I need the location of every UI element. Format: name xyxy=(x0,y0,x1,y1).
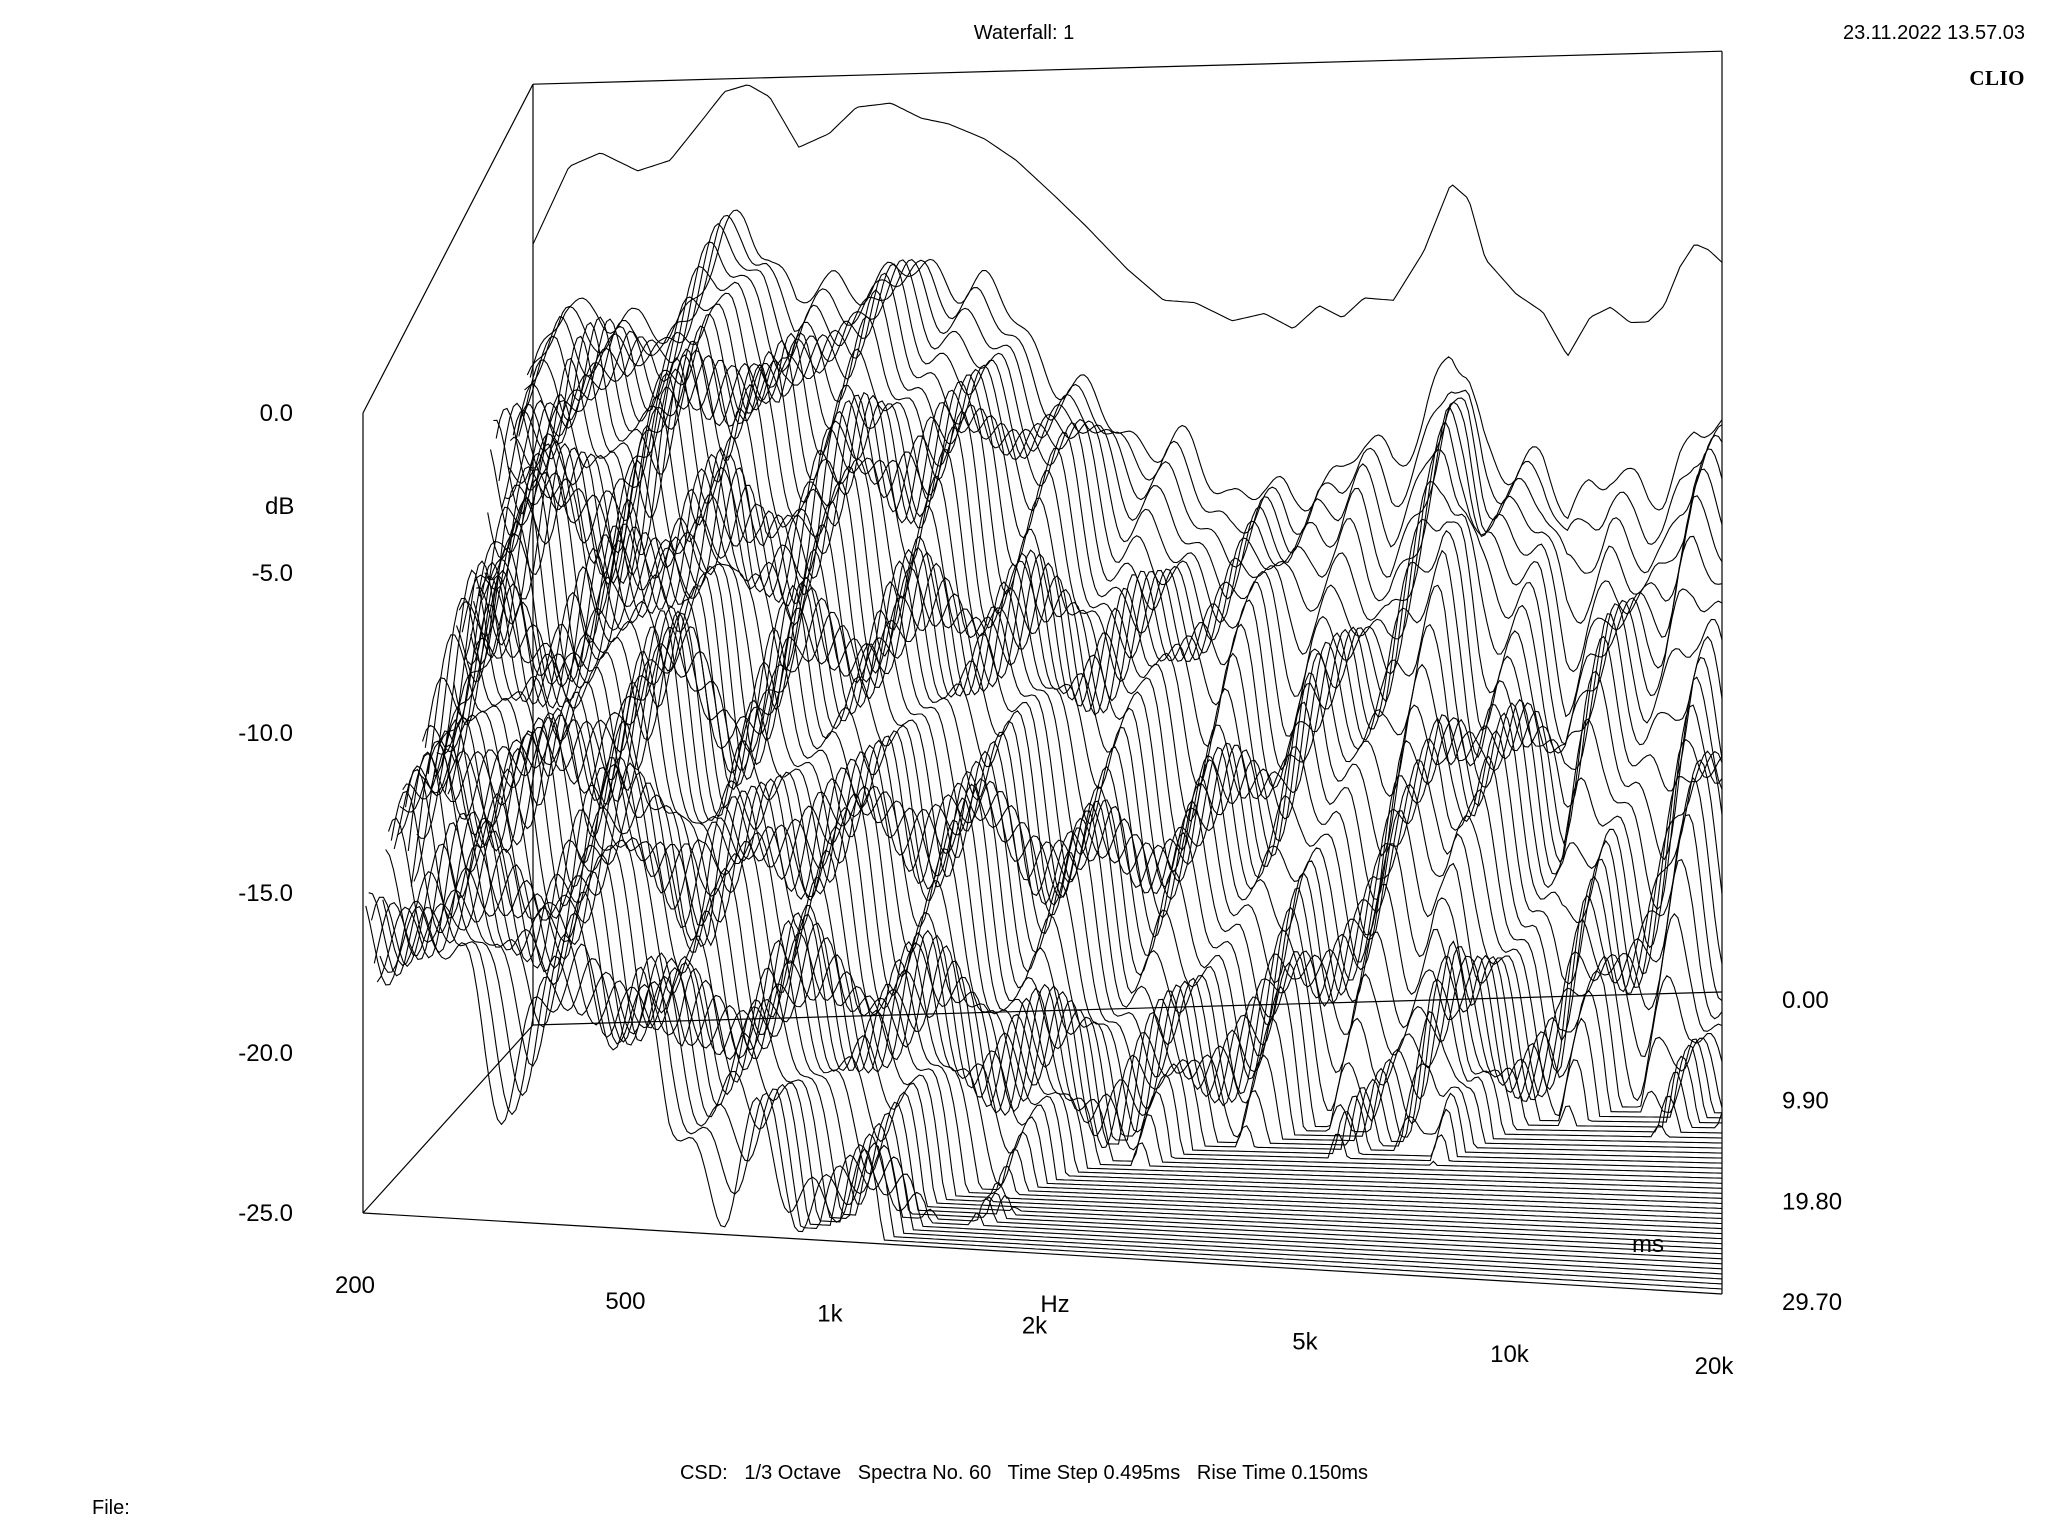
csd-mode: CSD: xyxy=(679,1462,728,1484)
spectrum-line xyxy=(404,747,1723,1220)
x-tick-label: 1k xyxy=(817,1300,843,1327)
spectrum-line xyxy=(529,209,1723,520)
spectrum-line xyxy=(424,626,1723,1184)
spectrum-line xyxy=(407,730,1723,1215)
y-tick-label: -10.0 xyxy=(238,720,293,747)
spectrum-line xyxy=(501,335,1723,808)
y-tick-label: 0.0 xyxy=(260,400,293,427)
spectrum-line xyxy=(379,810,1723,1265)
spectrum-line xyxy=(484,372,1723,994)
z-tick-label: 9.90 xyxy=(1782,1088,1829,1115)
spectrum-line xyxy=(393,768,1723,1240)
spectrum-line xyxy=(524,222,1723,574)
y-axis-label: dB xyxy=(265,493,294,520)
x-tick-label: 200 xyxy=(335,1272,375,1299)
x-axis-ticks: 200 500 1k 2k 5k 10k 20k xyxy=(335,1272,1734,1380)
spectrum-line xyxy=(476,452,1723,1091)
frame-back-bottom xyxy=(532,991,1723,1026)
x-tick-label: 500 xyxy=(605,1288,645,1315)
x-tick-label: 5k xyxy=(1292,1329,1318,1356)
spectrum-line xyxy=(399,741,1723,1230)
spectrum-line xyxy=(515,272,1723,718)
spectrum-line xyxy=(402,744,1723,1225)
spectrum-line xyxy=(368,871,1723,1285)
rise-time: Rise Time 0.150ms xyxy=(1196,1462,1369,1484)
spectrum-line xyxy=(498,350,1723,861)
z-tick-label: 29.70 xyxy=(1782,1289,1842,1316)
frame-front-bottom xyxy=(362,1212,1723,1295)
spectrum-line xyxy=(427,609,1723,1179)
spectrum-line xyxy=(438,561,1723,1159)
y-tick-label: -20.0 xyxy=(238,1040,293,1067)
clio-brand-logo: CLIO xyxy=(1969,66,2025,90)
y-tick-label: -25.0 xyxy=(238,1200,293,1227)
spectrum-line xyxy=(470,447,1723,1102)
frame-left-bottom xyxy=(362,1024,534,1214)
spectrum-line xyxy=(413,712,1723,1204)
spectrum-line xyxy=(382,817,1723,1260)
measurement-settings: CSD: 1/3 Octave Spectra No. 60 Time Step… xyxy=(0,1462,2048,1485)
spectrum-line xyxy=(450,547,1723,1139)
spectrum-line xyxy=(521,241,1723,624)
spectrum-line xyxy=(481,395,1723,1043)
spectra-count: Spectra No. 60 xyxy=(857,1462,992,1484)
frame-left-top xyxy=(362,83,534,414)
frame-back-top xyxy=(532,50,1723,85)
chart-title: Waterfall: 1 xyxy=(973,22,1075,44)
spectrum-line xyxy=(467,453,1723,1108)
x-axis-label: Hz xyxy=(1040,1291,1069,1318)
spectrum-line xyxy=(504,321,1723,771)
spectrum-line xyxy=(421,650,1723,1189)
spectrum-line xyxy=(385,830,1723,1255)
spectrum-line xyxy=(532,84,1723,357)
z-axis-ticks: 0.00 9.90 19.80 29.70 xyxy=(1782,987,1842,1316)
spectrum-line xyxy=(441,569,1723,1154)
spectrum-line xyxy=(493,349,1723,949)
spectra-curves xyxy=(365,84,1723,1290)
spectrum-line xyxy=(376,812,1723,1270)
spectrum-line xyxy=(455,525,1723,1129)
x-tick-label: 2k xyxy=(1022,1313,1048,1340)
spectrum-line xyxy=(518,263,1723,673)
y-tick-label: -5.0 xyxy=(252,560,293,587)
y-tick-label: -15.0 xyxy=(238,880,293,907)
time-step: Time Step 0.495ms xyxy=(1007,1462,1181,1484)
measurement-datetime: 23.11.2022 13.57.03 xyxy=(1842,22,2025,44)
z-tick-label: 0.00 xyxy=(1782,987,1829,1014)
spectrum-line xyxy=(396,752,1723,1235)
spectrum-line xyxy=(416,714,1723,1199)
spectrum-line xyxy=(365,900,1723,1290)
spectrum-line xyxy=(478,424,1723,1074)
z-axis-label: ms xyxy=(1632,1231,1664,1258)
y-axis-ticks: 0.0 -5.0 -10.0 -15.0 -20.0 -25.0 xyxy=(238,400,293,1227)
spectrum-line xyxy=(526,214,1723,545)
z-tick-label: 19.80 xyxy=(1782,1188,1842,1215)
spectrum-line xyxy=(464,468,1722,1114)
spectrum-line xyxy=(370,843,1723,1280)
spectrum-line xyxy=(507,316,1723,754)
spectrum-line xyxy=(495,354,1723,911)
spectrum-line xyxy=(390,790,1723,1245)
x-tick-label: 20k xyxy=(1695,1353,1735,1380)
x-tick-label: 10k xyxy=(1490,1341,1530,1368)
spectrum-line xyxy=(447,565,1723,1144)
smoothing-setting: 1/3 Octave xyxy=(744,1462,842,1484)
spectrum-line xyxy=(410,717,1723,1209)
file-label: File: xyxy=(92,1497,130,1519)
spectrum-line xyxy=(509,313,1723,754)
